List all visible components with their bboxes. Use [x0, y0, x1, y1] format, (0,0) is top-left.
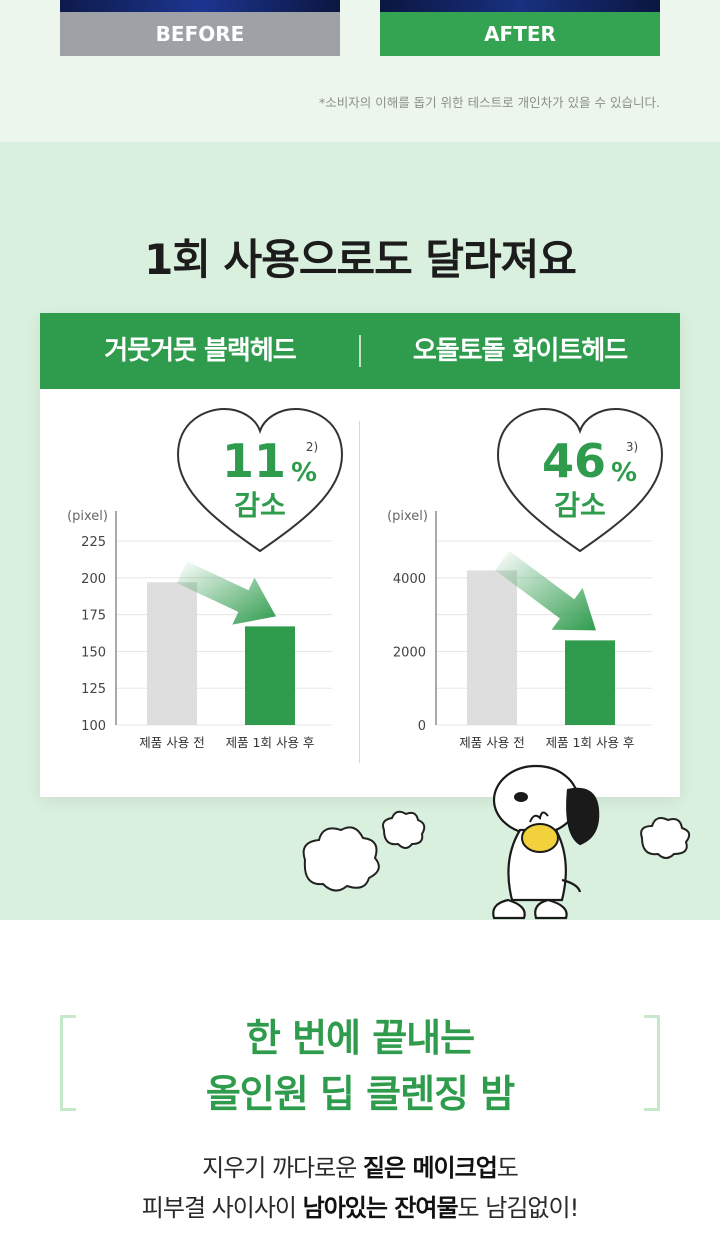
badge-unit: % [291, 458, 317, 488]
bottom-title-line2: 올인원 딥 클렌징 밤 [205, 1072, 515, 1116]
x-tick-label: 제품 사용 전 [459, 735, 524, 750]
before-label: BEFORE [60, 12, 340, 56]
decrease-arrow-icon [176, 561, 276, 625]
badge-footnote: 3) [626, 440, 638, 454]
y-tick-label: 175 [81, 609, 106, 624]
body-emphasis: 남아있는 잔여물 [302, 1194, 459, 1222]
left-bracket [60, 1015, 76, 1111]
result-card: 거뭇거뭇 블랙헤드 오돌토돌 화이트헤드 225 200 175 150 125 100 (… [40, 313, 680, 797]
y-tick-label: 2000 [393, 645, 426, 660]
section-title: 1회 사용으로도 달라져요 [144, 235, 577, 284]
x-tick-label: 제품 사용 전 [139, 735, 204, 750]
bottom-title: 한 번에 끝내는 올인원 딥 클렌징 밤 [0, 1010, 720, 1122]
badge-footnote: 2) [306, 440, 318, 454]
body-text: 도 남김없이! [457, 1194, 580, 1222]
body-text: 피부결 사이사이 [141, 1194, 303, 1222]
y-tick-label: 4000 [393, 572, 426, 587]
x-tick-label: 제품 1회 사용 후 [546, 735, 635, 750]
body-line-2: 피부결 사이사이 남아있는 잔여물도 남김없이! [0, 1188, 720, 1228]
bottom-title-line1: 한 번에 끝내는 [245, 1016, 475, 1060]
blackhead-header: 거뭇거뭇 블랙헤드 [104, 336, 296, 366]
card-header: 거뭇거뭇 블랙헤드 오돌토돌 화이트헤드 [40, 313, 680, 389]
heart-badge-icon [176, 407, 344, 553]
header-separator [359, 335, 361, 367]
body-text: 지우기 까다로운 [202, 1154, 363, 1182]
y-tick-label: 150 [81, 645, 106, 660]
badge-label: 감소 [554, 489, 606, 522]
y-axis-label: (pixel) [67, 509, 108, 524]
right-bracket [644, 1015, 660, 1111]
decrease-arrow-icon [494, 550, 596, 631]
body-line-1: 지우기 까다로운 짙은 메이크업도 [0, 1148, 720, 1188]
whitehead-header: 오돌토돌 화이트헤드 [412, 336, 628, 366]
bar-after [565, 640, 615, 725]
disclaimer-text: *소비자의 이해를 돕기 위한 테스트로 개인차가 있을 수 있습니다. [318, 95, 660, 110]
y-tick-label: 225 [81, 535, 106, 550]
badge-label: 감소 [234, 489, 286, 522]
bottom-body: 지우기 까다로운 짙은 메이크업도 피부결 사이사이 남아있는 잔여물도 남김없… [0, 1148, 720, 1228]
y-axis-label: (pixel) [387, 509, 428, 524]
bar-before [147, 582, 197, 725]
heart-badge-icon [496, 407, 664, 553]
card-divider [359, 421, 360, 763]
badge-unit: % [611, 458, 637, 488]
after-label: AFTER [380, 12, 660, 56]
y-tick-label: 125 [81, 682, 106, 697]
bar-after [245, 626, 295, 725]
badge-value: 11 [222, 434, 286, 488]
after-photo [380, 0, 660, 12]
body-emphasis: 짙은 메이크업 [362, 1154, 498, 1182]
bar-before [467, 570, 517, 725]
y-tick-label: 100 [81, 719, 106, 734]
charts-svg: 225 200 175 150 125 100 (pixel) 제품 사용 전 제품 1회 사용… [67, 407, 664, 750]
y-tick-label: 200 [81, 572, 106, 587]
body-text: 도 [496, 1154, 519, 1182]
before-photo [60, 0, 340, 12]
before-after-section: BEFORE AFTER *소비자의 이해를 돕기 위한 테스트로 개인차가 있… [0, 0, 720, 142]
y-tick-label: 0 [418, 719, 426, 734]
badge-value: 46 [542, 434, 606, 488]
x-tick-label: 제품 1회 사용 후 [226, 735, 315, 750]
